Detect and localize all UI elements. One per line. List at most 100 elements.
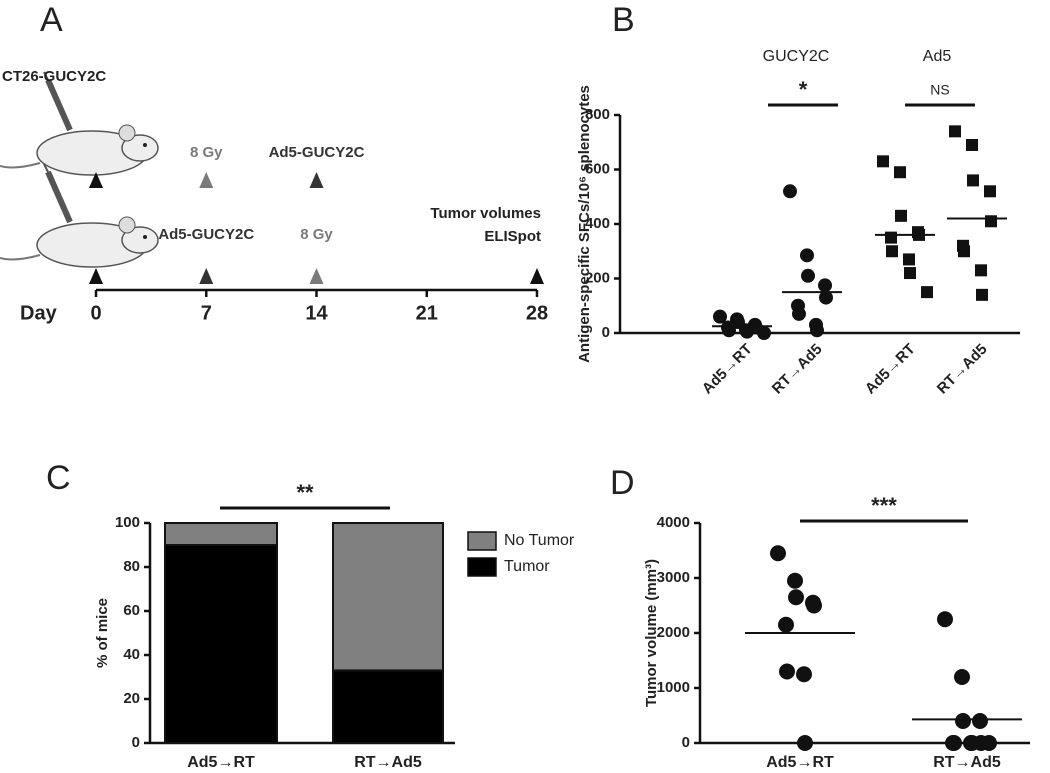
data-point bbox=[792, 306, 806, 321]
data-point bbox=[976, 288, 988, 301]
data-point bbox=[895, 209, 907, 222]
data-point bbox=[985, 215, 997, 228]
data-point bbox=[779, 663, 795, 680]
event-arrow bbox=[309, 268, 324, 284]
event-arrow bbox=[199, 268, 214, 284]
mouse-illustration bbox=[0, 163, 159, 268]
x-tick-label: RT→Ad5 bbox=[934, 341, 991, 398]
y-tick-label: 2000 bbox=[657, 624, 690, 641]
significance-label: NS bbox=[930, 82, 949, 98]
panel-label: B bbox=[612, 1, 635, 39]
tumor-label: CT26-GUCY2C bbox=[2, 68, 106, 85]
significance-label: ** bbox=[296, 480, 314, 505]
y-axis-label: % of mice bbox=[94, 598, 111, 668]
x-tick-label: Ad5→RT bbox=[699, 341, 756, 398]
data-point bbox=[757, 326, 771, 340]
event-label: ELISpot bbox=[484, 228, 541, 245]
y-tick-label: 60 bbox=[123, 602, 140, 619]
data-point bbox=[778, 616, 794, 633]
x-tick-label: Ad5→RT bbox=[766, 754, 834, 771]
y-tick-label: 100 bbox=[115, 514, 140, 531]
y-tick-label: 80 bbox=[123, 558, 140, 575]
data-point bbox=[964, 735, 980, 751]
data-point bbox=[967, 174, 979, 187]
event-arrow bbox=[199, 172, 214, 188]
data-point bbox=[877, 155, 889, 168]
panel-label: D bbox=[610, 464, 635, 502]
tick-label: 21 bbox=[416, 302, 438, 324]
event-label: 8 Gy bbox=[300, 226, 333, 243]
data-point bbox=[801, 268, 815, 283]
data-point bbox=[981, 735, 997, 751]
bar-segment bbox=[332, 669, 444, 745]
data-point bbox=[886, 245, 898, 258]
significance-label: *** bbox=[871, 493, 897, 518]
data-point bbox=[806, 597, 822, 614]
bar-segment bbox=[164, 544, 278, 744]
data-point bbox=[937, 611, 953, 628]
group-label: Ad5 bbox=[923, 48, 952, 65]
group-label: GUCY2C bbox=[763, 48, 830, 65]
y-tick-label: 4000 bbox=[657, 514, 690, 531]
x-tick-label: Ad5→RT bbox=[862, 341, 919, 398]
data-point bbox=[796, 666, 812, 683]
legend-swatch bbox=[467, 531, 497, 551]
data-point bbox=[949, 125, 961, 138]
tick-label: 7 bbox=[201, 302, 212, 324]
event-label: Ad5-GUCY2C bbox=[269, 144, 365, 161]
event-arrow bbox=[89, 172, 103, 188]
data-point bbox=[787, 572, 803, 589]
panel-label: C bbox=[46, 459, 71, 497]
data-point bbox=[984, 185, 996, 198]
y-tick-label: 200 bbox=[585, 269, 610, 286]
data-point bbox=[904, 267, 916, 280]
y-tick-label: 1000 bbox=[657, 679, 690, 696]
event-label: Ad5-GUCY2C bbox=[158, 226, 254, 243]
legend-swatch bbox=[467, 557, 497, 577]
event-label: Tumor volumes bbox=[430, 205, 541, 222]
data-point bbox=[797, 735, 813, 751]
tick-label: 14 bbox=[305, 302, 328, 324]
y-tick-label: 3000 bbox=[657, 569, 690, 586]
data-point bbox=[819, 290, 833, 305]
y-tick-label: 20 bbox=[123, 690, 140, 707]
data-point bbox=[972, 713, 988, 729]
data-point bbox=[946, 735, 962, 751]
y-tick-label: 0 bbox=[602, 324, 610, 341]
data-point bbox=[921, 286, 933, 299]
y-axis-label: Antigen-specific SFCs/10⁶ splenocytes bbox=[576, 85, 593, 363]
x-tick-label: Ad5→RT bbox=[187, 754, 255, 771]
mouse-illustration bbox=[0, 71, 159, 176]
tick-label: 28 bbox=[526, 302, 548, 324]
y-tick-label: 0 bbox=[682, 734, 690, 751]
y-axis-label: Tumor volume (mm³) bbox=[643, 559, 660, 707]
panel-label: A bbox=[40, 1, 63, 39]
data-point bbox=[894, 166, 906, 179]
data-point bbox=[770, 545, 786, 562]
y-tick-label: 600 bbox=[585, 160, 610, 177]
data-point bbox=[966, 138, 978, 151]
data-point bbox=[810, 323, 824, 338]
bar-segment bbox=[164, 522, 278, 546]
legend-label: No Tumor bbox=[504, 532, 575, 549]
bar-segment bbox=[332, 522, 444, 672]
data-point bbox=[818, 278, 832, 293]
data-point bbox=[783, 184, 797, 199]
timeline-label: Day bbox=[20, 302, 58, 324]
event-arrow bbox=[309, 172, 324, 188]
x-tick-label: RT→Ad5 bbox=[769, 341, 826, 398]
legend-label: Tumor bbox=[504, 558, 550, 575]
x-tick-label: RT→Ad5 bbox=[354, 754, 422, 771]
data-point bbox=[885, 231, 897, 244]
y-tick-label: 0 bbox=[132, 734, 140, 751]
data-point bbox=[788, 589, 804, 606]
x-tick-label: RT→Ad5 bbox=[933, 754, 1001, 771]
y-tick-label: 40 bbox=[123, 646, 140, 663]
y-tick-label: 800 bbox=[585, 106, 610, 123]
data-point bbox=[958, 245, 970, 258]
data-point bbox=[740, 324, 754, 339]
tick-label: 0 bbox=[90, 302, 101, 324]
data-point bbox=[954, 669, 970, 685]
data-point bbox=[903, 253, 915, 266]
